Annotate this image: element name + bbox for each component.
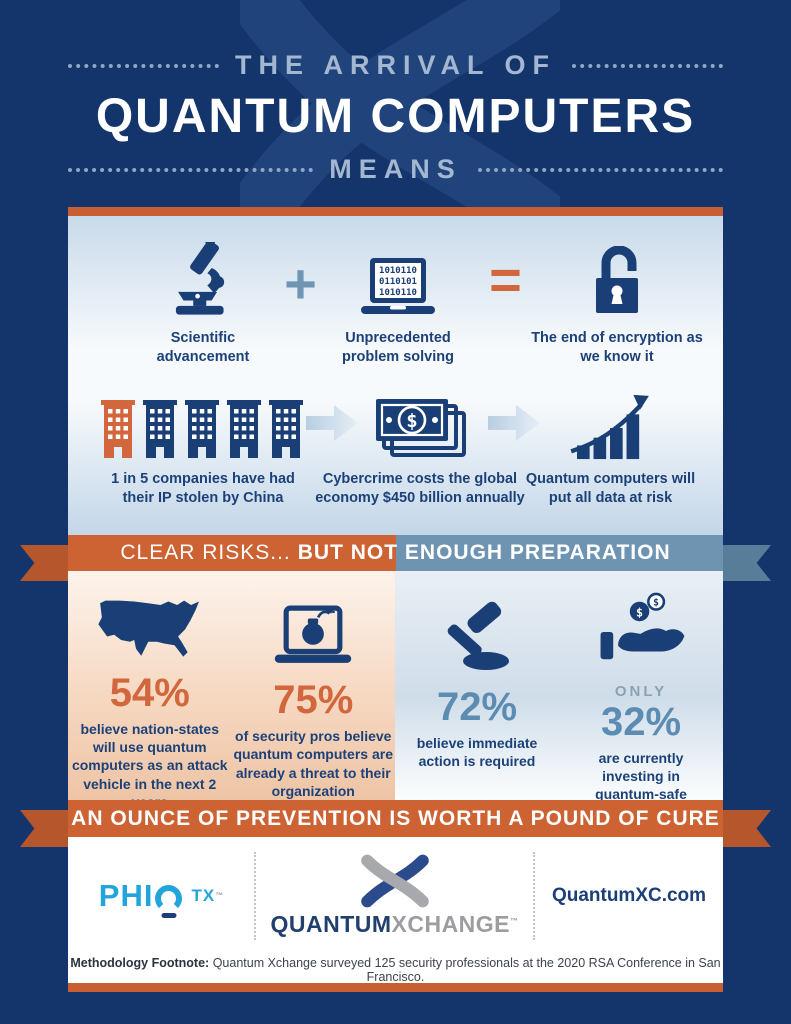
impact-item-data-risk: Quantum computers will put all data at r… [498, 391, 723, 507]
banner-left-half [68, 535, 396, 571]
trademark-symbol: ™ [215, 891, 224, 900]
equation-item-science: Scientific advancement [98, 228, 308, 366]
footer-panel: PHI TX ™ QUANTUMXCHANGE™ QuantumXC.com [68, 837, 723, 984]
divider [533, 851, 535, 940]
risks-panel: Scientific advancement + 1010110 0110101… [68, 216, 723, 535]
impact-label: Cybercrime costs the global economy $450… [315, 471, 525, 506]
title-line-1: THE ARRIVAL OF [235, 50, 557, 80]
stats-right-panel: 72% believe immediate action is required… [395, 571, 723, 821]
gavel-icon [434, 591, 520, 675]
laptop-binary-icon: 1010110 0110101 1010110 [348, 228, 448, 320]
stat-value: 54% [109, 671, 190, 715]
microscope-icon [164, 228, 242, 320]
logo-row: PHI TX ™ QUANTUMXCHANGE™ QuantumXC.com [68, 843, 723, 948]
arrow-right-icon [306, 403, 360, 448]
stat-text: believe immediate action is required [416, 735, 538, 770]
binary-line: 1010110 [379, 288, 417, 298]
divider [254, 851, 256, 940]
phio-omega-icon [155, 885, 183, 918]
quantum-xchange-logo: QUANTUMXCHANGE™ [256, 853, 533, 938]
ribbon-tail-left [20, 545, 68, 581]
stat-threat: 75% of security pros believe quantum com… [232, 571, 396, 800]
hand-coins-icon: $ $ [593, 591, 689, 669]
title-row-1: THE ARRIVAL OF [68, 50, 724, 81]
ribbon-tail-left [20, 810, 68, 847]
open-padlock-icon [586, 228, 648, 320]
usa-map-icon [88, 591, 212, 661]
banner-right-half [395, 535, 723, 571]
trademark-symbol: ™ [510, 916, 519, 926]
equation-label: Scientific advancement [156, 330, 250, 365]
banner-text-bold: BUT NOT ENOUGH PREPARATION [297, 541, 671, 564]
methodology-footnote: Methodology Footnote: Quantum Xchange su… [68, 956, 723, 984]
wordmark-quantum: QUANTUM [270, 911, 392, 937]
wordmark-xchange: XCHANGE [391, 911, 511, 937]
header: THE ARRIVAL OF QUANTUM COMPUTERS MEANS [68, 50, 724, 185]
title-row-3: MEANS [68, 154, 724, 185]
stat-value: 32% [600, 700, 682, 744]
equals-operator: = [489, 248, 522, 311]
stat-nation-states: 54% believe nation-states will use quant… [68, 571, 232, 810]
dollar-glyph: $ [406, 410, 417, 432]
stat-investing: $ $ ONLY 32% are currently investing in … [559, 571, 723, 821]
title-line-3: MEANS [329, 154, 462, 184]
dollar-glyph: $ [636, 605, 643, 619]
banner-text-normal: CLEAR RISKS... [120, 541, 291, 564]
stats-section: 54% believe nation-states will use quant… [68, 571, 723, 821]
dotted-line [477, 167, 724, 172]
prevention-banner-text: AN OUNCE OF PREVENTION IS WORTH A POUND … [71, 806, 720, 830]
x-logo-icon [360, 854, 429, 908]
dotted-line [572, 63, 724, 68]
ribbon-tail-right [723, 810, 771, 847]
footnote-text: Quantum Xchange surveyed 125 security pr… [209, 956, 721, 984]
impact-item-cybercrime: $ Cybercrime costs the global economy $4… [295, 391, 545, 507]
phio-logo-text: PHI [98, 877, 154, 913]
stat-action: 72% believe immediate action is required [395, 571, 559, 800]
impact-label: 1 in 5 companies have had their IP stole… [111, 471, 295, 506]
bottom-orange-bar [68, 983, 723, 992]
x-watermark [240, 0, 560, 207]
laptop-bomb-icon [259, 591, 367, 668]
impact-item-ip-theft: 1 in 5 companies have had their IP stole… [78, 391, 328, 507]
buildings-icon [101, 391, 305, 461]
equation-label: The end of encryption as we know it [531, 330, 703, 365]
plus-operator: + [284, 252, 317, 315]
binary-line: 1010110 [379, 266, 417, 276]
prevention-banner: AN OUNCE OF PREVENTION IS WORTH A POUND … [68, 800, 723, 837]
website-box: QuantumXC.com [535, 885, 723, 907]
dotted-line [68, 63, 219, 68]
dotted-line [68, 167, 314, 172]
binary-line: 0110101 [379, 277, 417, 287]
quantum-xchange-wordmark: QUANTUMXCHANGE™ [270, 911, 518, 938]
risks-banner-text: CLEAR RISKS... BUT NOT ENOUGH PREPARATIO… [68, 535, 723, 571]
impact-label: Quantum computers will put all data at r… [525, 471, 696, 506]
equation-item-problem-solving: 1010110 0110101 1010110 Unprecedented pr… [298, 228, 498, 366]
stat-text: of security pros believe quantum compute… [233, 728, 393, 799]
stat-prefix: ONLY [614, 683, 668, 700]
arrow-right-icon [488, 403, 542, 448]
equation-item-encryption: The end of encryption as we know it [508, 228, 726, 366]
stats-left-panel: 54% believe nation-states will use quant… [68, 571, 396, 810]
risks-banner: CLEAR RISKS... BUT NOT ENOUGH PREPARATIO… [68, 535, 723, 571]
top-orange-bar [68, 207, 723, 216]
footnote-label: Methodology Footnote: [70, 956, 210, 970]
stat-value: 72% [436, 685, 518, 729]
stat-value: 75% [273, 678, 354, 723]
phio-tx-logo: PHI TX ™ [68, 877, 254, 918]
money-icon: $ [372, 391, 468, 461]
website-url: QuantumXC.com [551, 884, 707, 906]
dollar-glyph: $ [653, 598, 659, 609]
equation-label: Unprecedented problem solving [342, 330, 454, 365]
growth-chart-icon [567, 391, 655, 461]
page-title: QUANTUM COMPUTERS [95, 90, 696, 143]
stat-text: believe nation-states will use quantum c… [71, 721, 228, 810]
ribbon-tail-right [723, 545, 771, 581]
phio-tx-text: TX [191, 885, 216, 905]
